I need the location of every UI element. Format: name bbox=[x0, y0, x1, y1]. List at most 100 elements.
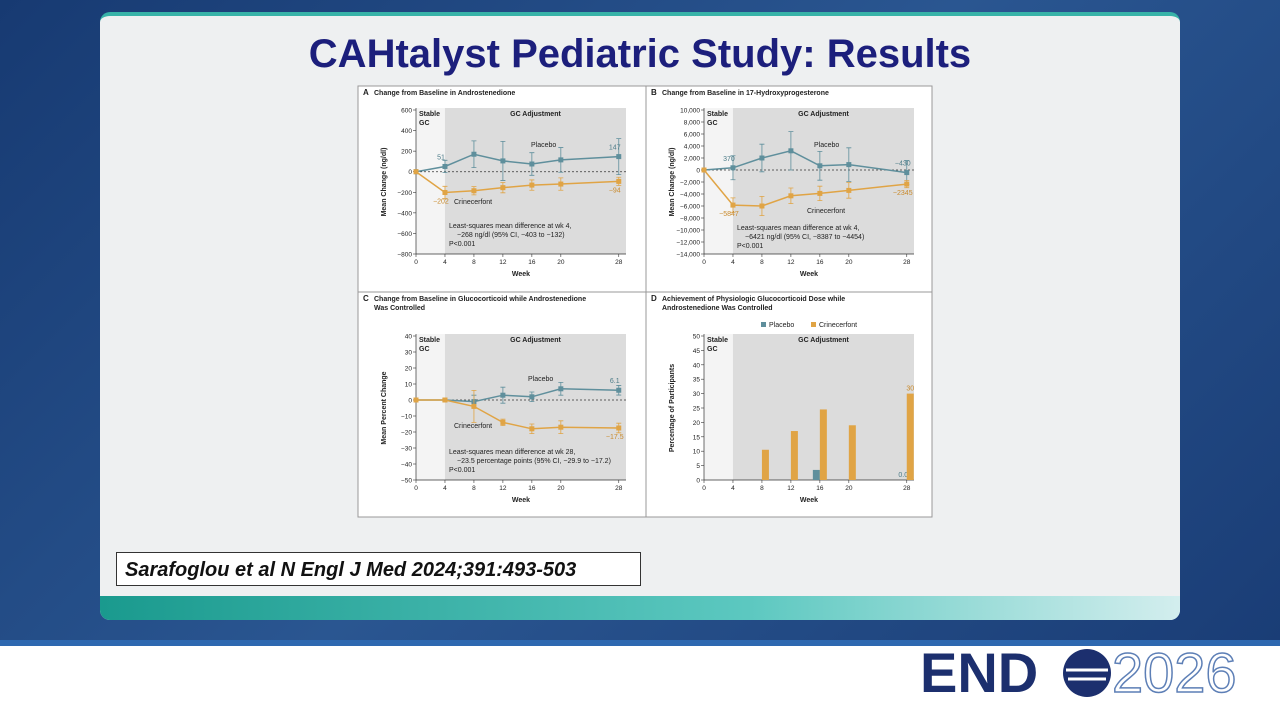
data-point bbox=[788, 193, 794, 199]
data-point bbox=[788, 148, 794, 154]
series-label: Placebo bbox=[814, 142, 839, 149]
data-point bbox=[730, 165, 736, 171]
y-tick-label: 30 bbox=[693, 391, 701, 398]
value-label: −430 bbox=[895, 161, 911, 168]
data-point bbox=[558, 386, 564, 392]
legend-label: Placebo bbox=[769, 322, 794, 329]
logo-globe-lines bbox=[1066, 668, 1108, 681]
y-tick-label: 45 bbox=[693, 348, 701, 355]
y-axis-label: Mean Percent Change bbox=[381, 371, 388, 444]
x-tick-label: 8 bbox=[472, 259, 476, 266]
x-tick-label: 12 bbox=[499, 485, 507, 492]
bar bbox=[812, 469, 820, 480]
y-axis-label: Mean Change (ng/dl) bbox=[381, 148, 388, 217]
data-point bbox=[759, 155, 765, 161]
logo-globe bbox=[1063, 649, 1111, 697]
y-tick-label: 0 bbox=[696, 168, 700, 175]
y-tick-label: −12,000 bbox=[676, 240, 700, 247]
y-axis-label: Mean Change (ng/dl) bbox=[669, 148, 676, 217]
x-axis-label: Week bbox=[512, 271, 530, 278]
figure: A Change from Baseline in Androstenedione… bbox=[357, 85, 933, 518]
x-tick-label: 0 bbox=[414, 259, 418, 266]
x-tick-label: 28 bbox=[615, 485, 623, 492]
data-point bbox=[616, 154, 622, 160]
value-label: 147 bbox=[609, 145, 621, 152]
panel-title: Change from Baseline in Androstenedione bbox=[374, 90, 515, 97]
stable-region bbox=[704, 108, 733, 254]
stable-label: GC bbox=[707, 120, 718, 127]
x-tick-label: 4 bbox=[443, 485, 447, 492]
x-tick-label: 4 bbox=[443, 259, 447, 266]
logo-left: END bbox=[920, 646, 1038, 704]
x-tick-label: 16 bbox=[816, 485, 824, 492]
note: P<0.001 bbox=[449, 241, 475, 248]
data-point bbox=[701, 167, 707, 173]
data-point bbox=[616, 387, 622, 393]
y-tick-label: 40 bbox=[693, 362, 701, 369]
y-tick-label: 400 bbox=[401, 128, 412, 135]
data-point bbox=[500, 185, 506, 191]
logo-right: 2026 bbox=[1112, 646, 1237, 704]
logo: END 2026 bbox=[920, 646, 1237, 705]
x-tick-label: 20 bbox=[845, 485, 853, 492]
x-tick-label: 20 bbox=[557, 259, 565, 266]
x-tick-label: 20 bbox=[845, 259, 853, 266]
series-label: Crinecerfont bbox=[454, 199, 492, 206]
y-tick-label: 5 bbox=[696, 463, 700, 470]
stable-region bbox=[704, 334, 733, 480]
y-tick-label: 20 bbox=[405, 366, 413, 373]
y-tick-label: 4,000 bbox=[684, 144, 701, 151]
adjust-region bbox=[444, 108, 626, 254]
data-point bbox=[529, 394, 535, 400]
data-point bbox=[730, 202, 736, 208]
y-tick-label: 8,000 bbox=[684, 120, 701, 127]
x-tick-label: 12 bbox=[499, 259, 507, 266]
x-axis-label: Week bbox=[800, 271, 818, 278]
data-point bbox=[529, 161, 535, 167]
stable-label: Stable bbox=[419, 111, 440, 118]
slide-band bbox=[100, 596, 1180, 620]
slide-title: CAHtalyst Pediatric Study: Results bbox=[308, 32, 972, 76]
data-point bbox=[529, 426, 535, 432]
note: P<0.001 bbox=[737, 243, 763, 250]
adjust-label: GC Adjustment bbox=[798, 337, 849, 344]
y-tick-label: 35 bbox=[693, 377, 701, 384]
data-point bbox=[817, 190, 823, 196]
panel-letter: C bbox=[363, 294, 369, 303]
value-label: −5847 bbox=[719, 211, 739, 218]
x-tick-label: 20 bbox=[557, 485, 565, 492]
data-point bbox=[616, 178, 622, 184]
y-tick-label: 2,000 bbox=[684, 156, 701, 163]
x-tick-label: 8 bbox=[472, 485, 476, 492]
data-point bbox=[558, 181, 564, 187]
y-tick-label: 40 bbox=[405, 334, 413, 341]
value-label: 51 bbox=[437, 154, 445, 161]
stable-region bbox=[416, 108, 445, 254]
y-tick-label: 20 bbox=[693, 420, 701, 427]
y-tick-label: 15 bbox=[693, 434, 701, 441]
y-tick-label: −40 bbox=[401, 462, 412, 469]
panel-letter: A bbox=[363, 88, 369, 97]
y-tick-label: −8,000 bbox=[680, 216, 700, 223]
value-label: 6.1 bbox=[610, 378, 620, 385]
data-point bbox=[471, 403, 477, 409]
y-tick-label: 0 bbox=[696, 478, 700, 485]
x-tick-label: 4 bbox=[731, 485, 735, 492]
x-tick-label: 8 bbox=[760, 259, 764, 266]
value-label: −94 bbox=[609, 187, 621, 194]
y-tick-label: 600 bbox=[401, 108, 412, 115]
y-tick-label: −10 bbox=[401, 414, 412, 421]
x-tick-label: 16 bbox=[528, 259, 536, 266]
x-tick-label: 28 bbox=[615, 259, 623, 266]
stable-label: GC bbox=[419, 346, 430, 353]
y-tick-label: −50 bbox=[401, 478, 412, 485]
x-tick-label: 12 bbox=[787, 259, 795, 266]
data-point bbox=[442, 397, 448, 403]
stable-region bbox=[416, 334, 445, 480]
y-tick-label: 25 bbox=[693, 406, 701, 413]
note: Least-squares mean difference at wk 4, bbox=[737, 225, 859, 232]
data-point bbox=[558, 424, 564, 430]
stable-label: Stable bbox=[707, 337, 728, 344]
y-tick-label: 0 bbox=[408, 169, 412, 176]
y-tick-label: −30 bbox=[401, 446, 412, 453]
